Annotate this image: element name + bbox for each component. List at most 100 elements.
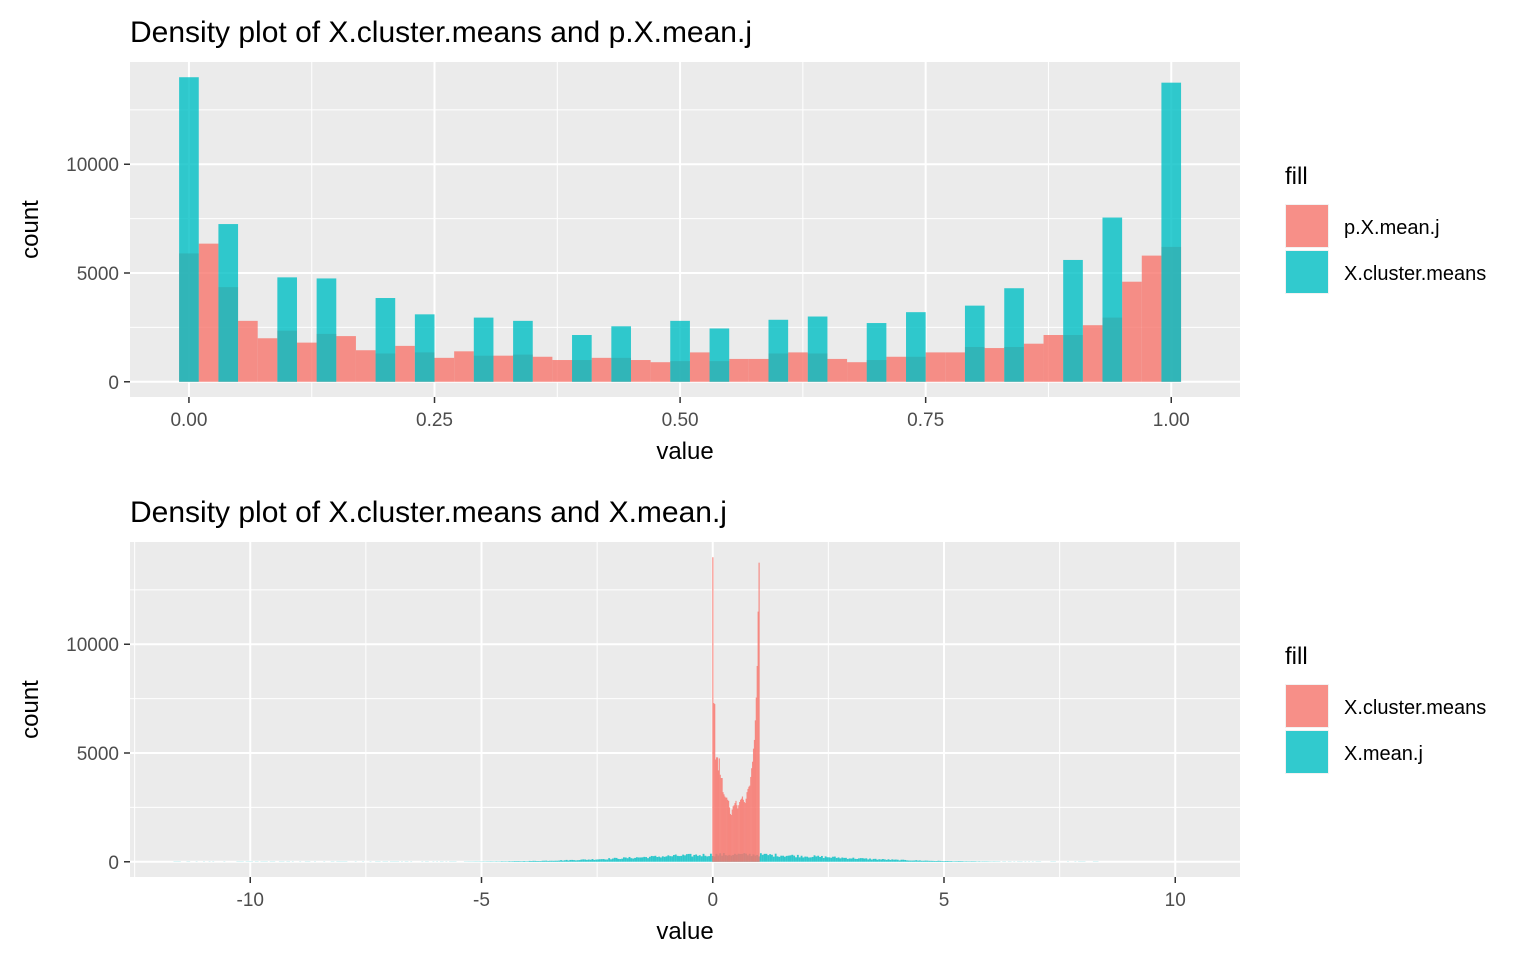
bar-X.mean.j: [791, 854, 794, 862]
bar-X.mean.j: [550, 860, 553, 862]
bar-X.mean.j: [704, 855, 707, 862]
bar-X.mean.j: [874, 858, 877, 862]
bar-X.mean.j: [898, 860, 901, 862]
bar-X.mean.j: [602, 859, 605, 862]
bar-X.mean.j: [780, 855, 783, 862]
bar-X.mean.j: [943, 861, 945, 862]
bar-X.mean.j: [700, 856, 703, 862]
chart-1: 0.00 0.25 0.50 0.75 1.00 0 5000 10000 Density pl…: [17, 16, 1486, 465]
bar-X.mean.j: [582, 859, 585, 862]
bar-X.cluster.means: [179, 77, 199, 382]
bar-X.cluster.means: [728, 807, 731, 862]
bar-X.mean.j: [709, 853, 712, 862]
bar-X.mean.j: [587, 859, 590, 862]
bar-X.cluster.means: [750, 776, 752, 862]
bar-X.mean.j: [769, 854, 772, 862]
bar-X.mean.j: [933, 860, 936, 862]
bar-X.mean.j: [887, 859, 890, 862]
bar-X.mean.j: [950, 861, 953, 862]
bar-X.mean.j: [869, 858, 871, 862]
bar-X.mean.j: [567, 860, 570, 862]
bar-X.cluster.means: [866, 323, 887, 382]
bar-X.mean.j: [530, 861, 533, 862]
bar-X.mean.j: [598, 859, 601, 862]
bar-X.mean.j: [667, 855, 670, 862]
bar-X.mean.j: [706, 856, 709, 862]
bar-X.mean.j: [917, 860, 920, 862]
y-tick-label: 5000: [77, 264, 119, 285]
bar-X.mean.j: [835, 857, 838, 862]
bar-X.mean.j: [578, 860, 581, 862]
bar-p.X.mean.j: [1043, 335, 1064, 382]
bar-p.X.mean.j: [748, 358, 769, 382]
bar-X.cluster.means: [737, 808, 739, 862]
bar-X.mean.j: [543, 860, 546, 862]
bar-X.mean.j: [658, 856, 661, 862]
bar-X.cluster.means: [729, 813, 732, 862]
bar-X.mean.j: [820, 855, 823, 862]
bar-X.cluster.means: [715, 757, 718, 862]
bar-X.mean.j: [822, 857, 825, 862]
bar-X.mean.j: [789, 855, 792, 862]
y-tick-label: 5000: [77, 744, 119, 765]
bar-X.mean.j: [647, 858, 649, 862]
bar-X.mean.j: [848, 858, 851, 862]
bar-X.mean.j: [672, 855, 675, 862]
x-tick-label: 10: [1165, 890, 1186, 911]
bar-X.mean.j: [611, 858, 614, 862]
bar-X.mean.j: [558, 860, 561, 862]
bar-X.mean.j: [693, 854, 696, 862]
bar-X.cluster.means: [746, 792, 748, 862]
bar-X.mean.j: [621, 858, 624, 862]
axes: -10 -5 0 5 10 0 5000 10000: [66, 635, 1186, 911]
bar-p.X.mean.j: [1082, 325, 1103, 382]
bar-X.mean.j: [861, 858, 864, 862]
bar-X.mean.j: [654, 855, 657, 862]
legend-key-p.X.mean.j: [1286, 205, 1328, 247]
bar-X.mean.j: [876, 859, 879, 862]
bar-X.cluster.means: [753, 739, 756, 862]
bar-X.mean.j: [597, 859, 599, 862]
bar-X.cluster.means: [747, 788, 749, 862]
bar-X.cluster.means: [473, 317, 494, 382]
bar-X.mean.j: [513, 861, 516, 862]
bar-X.mean.j: [767, 855, 770, 862]
axes: 0.00 0.25 0.50 0.75 1.00 0 5000 10000: [66, 155, 1190, 431]
bar-X.mean.j: [639, 857, 642, 862]
legend: fill X.cluster.means X.mean.j: [1285, 643, 1486, 774]
legend-label: X.mean.j: [1344, 743, 1423, 765]
bar-X.mean.j: [845, 857, 847, 862]
bar-p.X.mean.j: [336, 336, 356, 382]
bar-p.X.mean.j: [945, 352, 965, 382]
bar-X.mean.j: [867, 859, 870, 862]
bar-X.mean.j: [828, 857, 831, 862]
bar-p.X.mean.j: [886, 356, 907, 382]
bar-X.cluster.means: [727, 800, 730, 862]
y-axis-label: count: [17, 680, 44, 739]
x-axis-label: value: [656, 438, 713, 465]
bar-X.mean.j: [891, 859, 894, 862]
bar-X.mean.j: [826, 857, 829, 862]
x-tick-label: -5: [473, 890, 490, 911]
bar-X.mean.j: [913, 860, 916, 862]
bar-X.mean.j: [515, 861, 518, 862]
bar-X.mean.j: [824, 856, 827, 862]
bar-X.mean.j: [645, 857, 648, 862]
bar-p.X.mean.j: [827, 358, 848, 382]
bar-X.mean.j: [547, 860, 550, 862]
bar-X.mean.j: [545, 860, 548, 862]
bar-X.mean.j: [691, 856, 694, 862]
bar-X.mean.j: [643, 856, 646, 862]
bar-X.mean.j: [893, 859, 895, 862]
bar-X.mean.j: [534, 860, 537, 862]
bar-X.mean.j: [519, 861, 522, 862]
bar-X.mean.j: [796, 854, 799, 862]
bar-X.mean.j: [635, 857, 638, 862]
legend-label: p.X.mean.j: [1344, 217, 1440, 239]
bar-X.mean.j: [865, 858, 868, 862]
legend-key-X.cluster.means: [1286, 685, 1328, 727]
bar-X.cluster.means: [906, 312, 926, 382]
bar-X.cluster.means: [738, 805, 740, 862]
bar-X.cluster.means: [1004, 288, 1024, 382]
x-tick-label: 0.50: [662, 410, 699, 431]
